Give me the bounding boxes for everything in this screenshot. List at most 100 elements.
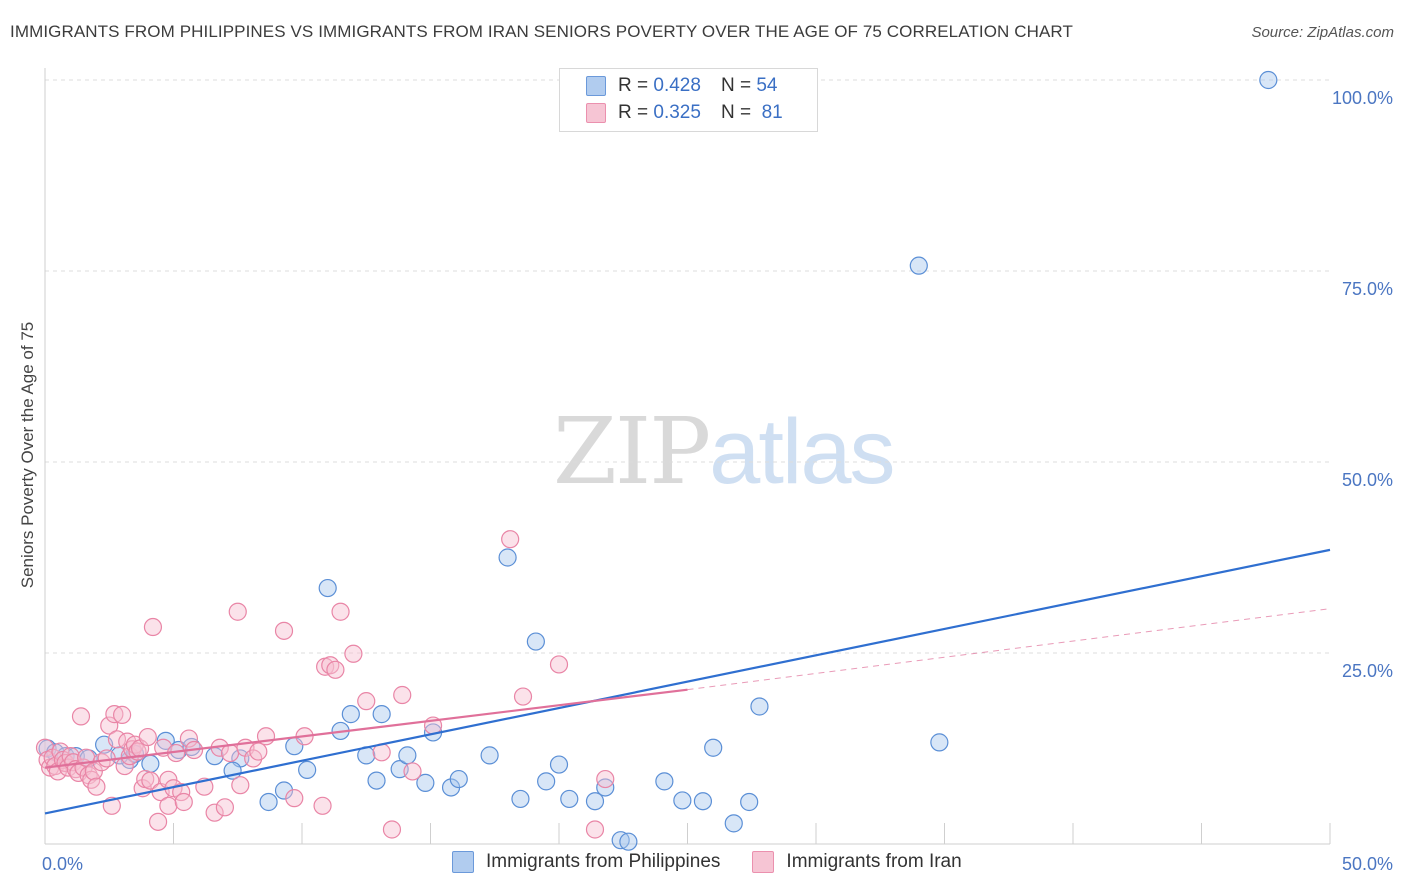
philippines-point (259, 792, 278, 812)
iran-point (220, 743, 240, 763)
iran-point (205, 803, 224, 822)
philippines-point (693, 792, 713, 811)
philippines-trend-line (44, 548, 1331, 815)
n-label: N = (720, 75, 752, 96)
legend-item-iran[interactable]: Immigrants from Iran (752, 851, 962, 873)
n-value: 54 (756, 75, 778, 96)
r-value: 0.325 (653, 102, 701, 123)
legend-stats-iran: R = 0.325 N = 81 (586, 100, 783, 126)
iran-point (393, 685, 412, 705)
iran-point (215, 798, 234, 817)
philippines-point (619, 832, 638, 851)
philippines-swatch (452, 851, 474, 873)
trend-lines (44, 548, 1331, 815)
philippines-point (549, 755, 569, 774)
iran-point (249, 742, 268, 761)
iran-point (87, 777, 106, 796)
iran-trend-line (44, 688, 688, 769)
iran-point (344, 644, 363, 663)
n-label: N = (720, 102, 752, 123)
r-value: 0.428 (653, 75, 701, 96)
iran-point (141, 771, 160, 790)
iran-point (179, 729, 199, 748)
philippines-point (750, 697, 769, 716)
iran-point (513, 687, 533, 706)
philippines-point (673, 791, 692, 810)
philippines-point (655, 772, 674, 791)
philippines-point (298, 760, 317, 779)
iran-point (231, 776, 250, 795)
iran-point (382, 820, 402, 839)
iran-point (285, 789, 304, 808)
philippines-swatch (586, 76, 606, 96)
x-tick-label: 50.0% (1342, 854, 1393, 874)
iran-point (403, 762, 422, 781)
philippines-point (930, 733, 949, 752)
iran-point (501, 530, 520, 549)
iran-swatch (752, 851, 775, 873)
y-tick-label: 75.0% (1342, 279, 1393, 299)
legend-label-philippines: Immigrants from Philippines (486, 851, 721, 872)
iran-point (71, 707, 91, 726)
watermark-atlas: atlas (709, 401, 895, 503)
philippines-point (318, 578, 337, 598)
philippines-point (585, 792, 605, 811)
legend-series: Immigrants from Philippines Immigrants f… (452, 851, 994, 873)
iran-point (228, 602, 247, 621)
grid (45, 79, 1330, 654)
philippines-point (449, 769, 468, 789)
philippines-point (398, 746, 417, 765)
iran-point (148, 812, 168, 831)
philippines-point (560, 789, 579, 809)
philippines-point (511, 789, 530, 809)
philippines-point (704, 738, 723, 757)
iran-point (326, 660, 345, 679)
chart-source: Source: ZipAtlas.com (1251, 24, 1394, 41)
iran-point (138, 727, 157, 747)
philippines-point (372, 705, 391, 724)
iran-point (313, 796, 332, 815)
iran-point (549, 655, 569, 674)
legend-stats: R = 0.428 N = 54 R = 0.325 N = 81 (559, 68, 818, 132)
x-tick-label: 0.0% (42, 854, 83, 874)
philippines-point (274, 781, 294, 800)
philippines-point (1259, 70, 1278, 90)
philippines-point (498, 548, 517, 567)
legend-label-iran: Immigrants from Iran (786, 851, 962, 872)
axes (44, 68, 1331, 845)
watermark-zip: ZIP (553, 398, 711, 505)
philippines-point (526, 632, 545, 651)
philippines-point (740, 792, 759, 812)
iran-point (596, 769, 615, 789)
iran-trend-line-extension (687, 608, 1331, 691)
iran-point (105, 705, 124, 724)
iran-point (585, 820, 605, 839)
r-label: R = (618, 75, 649, 96)
data-points (35, 70, 1278, 851)
philippines-point (909, 256, 928, 275)
iran-point (159, 796, 178, 815)
legend-item-philippines[interactable]: Immigrants from Philippines (452, 851, 720, 873)
iran-point (84, 762, 103, 781)
iran-point (100, 716, 119, 735)
r-label: R = (618, 102, 649, 123)
legend-stats-philippines: R = 0.428 N = 54 (586, 73, 777, 99)
watermark: ZIPatlas (553, 398, 896, 505)
iran-point (357, 692, 376, 711)
iran-point (143, 617, 163, 637)
iran-swatch (586, 103, 606, 123)
n-value: 81 (761, 102, 783, 123)
philippines-point (141, 754, 160, 773)
iran-point (331, 602, 350, 621)
philippines-point (537, 772, 556, 791)
iran-point (174, 792, 193, 812)
y-tick-label: 25.0% (1342, 661, 1393, 681)
philippines-point (416, 773, 435, 792)
philippines-point (341, 705, 360, 724)
y-tick-label: 100.0% (1332, 88, 1393, 108)
y-tick-label: 50.0% (1342, 470, 1393, 490)
philippines-point (724, 814, 743, 833)
iran-point (274, 621, 294, 640)
philippines-point (480, 746, 499, 765)
